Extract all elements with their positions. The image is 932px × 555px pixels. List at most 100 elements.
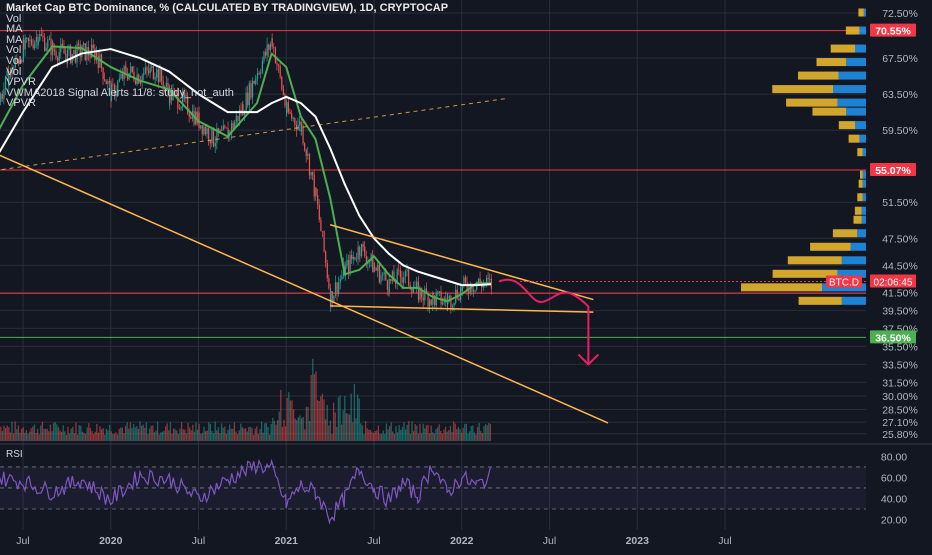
candle-body (60, 43, 62, 53)
volume-bar (56, 424, 58, 441)
volume-bar (30, 428, 32, 441)
legend-row[interactable]: MA (6, 23, 23, 36)
candle-body (490, 278, 492, 289)
candle-body (187, 96, 189, 114)
candle-body (9, 68, 12, 77)
volume-bar (153, 432, 156, 441)
candle-body (354, 256, 356, 260)
volume-bar (385, 423, 388, 441)
volume-bar (404, 429, 407, 441)
rsi-pane-title[interactable]: RSI (6, 449, 23, 460)
volume-bar (323, 399, 325, 441)
volume-bar (449, 425, 452, 441)
volume-bar (276, 420, 279, 441)
volume-bar (286, 397, 288, 441)
volume-bar (315, 371, 317, 441)
legend-row[interactable]: Vol (6, 65, 22, 78)
volume-bar (57, 427, 60, 441)
legend-row[interactable]: VWMA2018 Signal Alerts 11/8: study_not_a… (6, 86, 234, 99)
volume-bar (144, 427, 146, 441)
candle-body (391, 271, 394, 282)
volume-bar (33, 424, 36, 441)
candle-body (196, 111, 198, 124)
candle-body (172, 90, 174, 101)
volume-bar (388, 426, 391, 441)
volume-bar (398, 425, 400, 441)
candle-body (17, 60, 20, 64)
price-tick-label: 67.50% (882, 53, 918, 65)
volume-bar (25, 430, 28, 441)
volume-bar (120, 427, 122, 441)
legend-row[interactable]: Vol (6, 54, 22, 67)
volume-bar (244, 428, 247, 441)
price-tick-label: 35.50% (882, 341, 918, 353)
volume-bar (136, 426, 138, 441)
legend-row[interactable]: VPVR (6, 97, 36, 110)
volume-bar (377, 425, 380, 441)
volume-bar (3, 425, 5, 441)
volume-profile-sell-bar (833, 85, 866, 94)
volume-bar (83, 432, 85, 441)
volume-profile-sell-bar (837, 98, 866, 107)
candle-body (73, 49, 75, 54)
candle-body (157, 69, 160, 83)
candle-body (94, 48, 96, 61)
volume-bar (294, 418, 296, 441)
candle-body (102, 67, 104, 80)
candle-body (134, 80, 137, 85)
candle-body (235, 115, 237, 123)
legend-row[interactable]: Vol (6, 12, 22, 25)
volume-bar (275, 424, 277, 441)
candle-body (485, 277, 488, 284)
volume-bar (400, 430, 402, 441)
legend-row[interactable]: VPVR (6, 76, 36, 89)
candle-body (24, 37, 26, 50)
candle-body (339, 279, 341, 283)
volume-bar (40, 425, 42, 441)
volume-bar (411, 421, 413, 441)
volume-bar (307, 406, 309, 441)
candle-body (133, 71, 135, 81)
volume-bar (347, 413, 349, 441)
candle-body (65, 53, 67, 56)
volume-bar (147, 434, 149, 441)
volume-bar (216, 430, 218, 441)
price-tick-label: 41.50% (882, 287, 918, 299)
volume-bar (80, 425, 82, 441)
candle-body (178, 108, 181, 110)
legend-row[interactable]: MA (6, 33, 23, 46)
volume-bar (166, 423, 168, 441)
time-tick-label: Jul (367, 535, 380, 547)
volume-bar (260, 421, 263, 441)
candle-body (476, 283, 478, 290)
volume-bar (483, 426, 485, 441)
volume-bar (425, 425, 428, 441)
volume-bar (265, 423, 268, 441)
volume-bar (321, 393, 324, 441)
volume-bar (129, 422, 132, 441)
candle-body (39, 33, 41, 41)
volume-bar (460, 432, 463, 441)
candle-body (250, 83, 252, 98)
volume-bar (107, 430, 109, 441)
volume-profile-sell-bar (859, 134, 866, 143)
candle-body (315, 188, 317, 195)
candle-body (362, 244, 364, 247)
volume-bar (406, 424, 408, 441)
candle-body (313, 175, 315, 197)
volume-bar (43, 428, 45, 441)
candle-body (148, 70, 150, 74)
volume-bar (334, 412, 336, 441)
volume-bar (118, 428, 120, 441)
legend-row[interactable]: Vol (6, 44, 22, 57)
price-tick-label: 63.50% (882, 89, 918, 101)
candle-body (40, 33, 43, 36)
candle-body (396, 269, 398, 284)
volume-bar (195, 422, 197, 441)
candle-body (479, 278, 481, 283)
volume-bar (214, 421, 216, 441)
volume-bar (14, 421, 16, 441)
candle-body (32, 44, 34, 49)
candle-body (323, 231, 325, 252)
